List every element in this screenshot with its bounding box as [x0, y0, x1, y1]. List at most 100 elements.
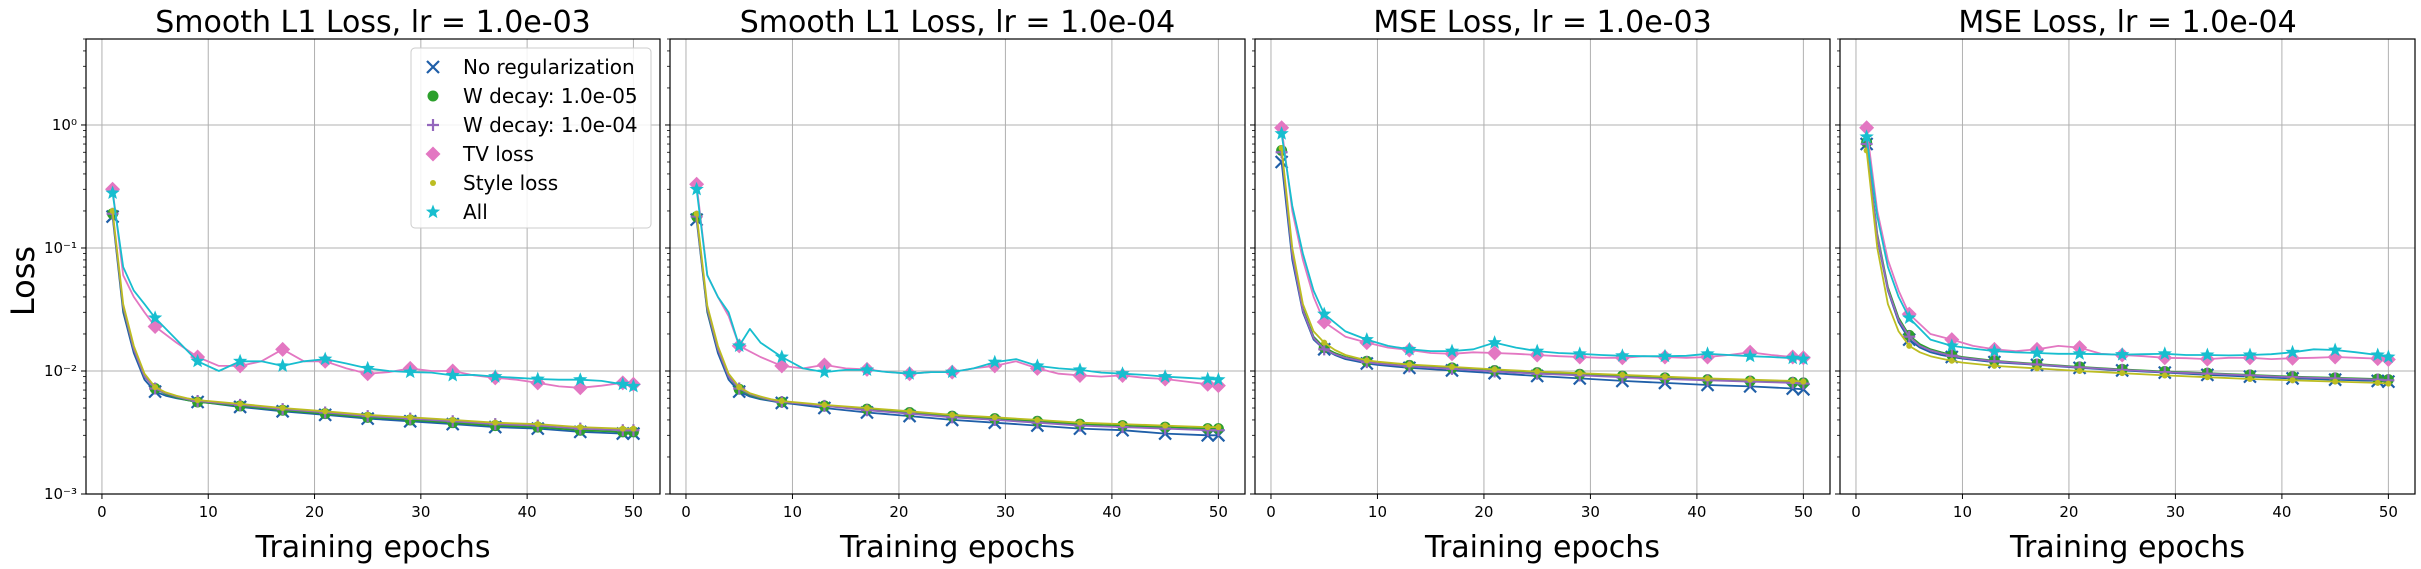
data-point [1072, 362, 1088, 376]
chart-title: Smooth L1 Loss, lr = 1.0e-03 [155, 5, 591, 40]
tick-label-x: 0 [1266, 503, 1276, 521]
data-point [1076, 419, 1083, 426]
data-point [1619, 371, 1626, 378]
series-circle [1861, 137, 2394, 386]
data-point [1119, 421, 1126, 428]
series-x [105, 209, 641, 441]
data-point [1948, 357, 1955, 364]
data-point [1944, 338, 1959, 352]
data-point [148, 310, 163, 324]
y-axis-label: Loss [4, 246, 42, 316]
data-point [1700, 346, 1715, 360]
data-point [492, 419, 499, 426]
legend-item: W decay: 1.0e-05 [427, 84, 638, 108]
legend-marker [425, 146, 441, 162]
data-point [1859, 120, 1875, 136]
chart-title: MSE Loss, lr = 1.0e-03 [1373, 5, 1711, 40]
data-point [774, 349, 789, 363]
data-point [1274, 126, 1289, 140]
series-line [111, 210, 634, 430]
data-point [2285, 350, 2301, 366]
data-point [1200, 376, 1216, 392]
data-point [906, 408, 913, 415]
data-point [1402, 341, 1417, 356]
data-point [2033, 365, 2040, 372]
data-point [403, 364, 418, 379]
data-point [693, 210, 700, 217]
axes-frame [669, 38, 1246, 495]
data-point [1743, 348, 1758, 363]
data-point [987, 354, 1002, 369]
tick-label-x: 40 [518, 503, 537, 521]
data-point [233, 353, 248, 368]
series-diamond [689, 176, 1226, 394]
data-point [1363, 357, 1370, 364]
series-line [1865, 143, 2389, 382]
data-point [626, 378, 641, 393]
tick-label-x: 10 [783, 503, 802, 521]
chart-panel-4: 0 10 20 30 40 50 MSE Loss, lr = 1.0e-04 Trainin… [1835, 5, 2416, 565]
chart-title: MSE Loss, lr = 1.0e-04 [1958, 5, 2296, 40]
legend-item: All [425, 200, 488, 224]
series-point [1863, 147, 2392, 387]
data-point [488, 369, 503, 383]
data-point [1747, 376, 1754, 383]
tick-label-x: 50 [2379, 503, 2398, 521]
series-star [1859, 129, 2396, 363]
data-point [360, 360, 375, 375]
data-point [1576, 370, 1583, 377]
data-point [1162, 422, 1169, 429]
data-point [1800, 378, 1807, 385]
series-diamond [1859, 120, 2396, 368]
data-point [279, 405, 286, 412]
data-point [1903, 330, 1916, 343]
legend-marker [427, 119, 439, 131]
tick-label-x: 0 [97, 503, 107, 521]
tick-label-x: 40 [1102, 503, 1121, 521]
data-point [1204, 424, 1211, 431]
tick-label-x: 40 [1687, 503, 1706, 521]
data-point [1859, 129, 1874, 143]
data-point [817, 364, 832, 379]
data-point [630, 425, 637, 432]
data-point [949, 411, 956, 418]
data-point [2161, 372, 2168, 379]
data-point [322, 408, 329, 415]
legend-label: W decay: 1.0e-05 [463, 84, 638, 108]
tick-label-x: 10 [1953, 503, 1972, 521]
data-point [105, 185, 120, 199]
data-point [2327, 349, 2343, 365]
tick-label-y: 10⁻¹ [44, 239, 77, 257]
data-point [364, 411, 371, 418]
data-point [360, 366, 376, 382]
series-plus [690, 210, 1225, 437]
data-point [778, 398, 785, 405]
data-point [1448, 363, 1455, 370]
series-line [695, 184, 1219, 387]
data-point [1661, 373, 1668, 380]
series-line [1280, 147, 1804, 383]
x-axis-label: Training epochs [255, 530, 491, 565]
data-point [1072, 367, 1088, 383]
data-point [2200, 347, 2215, 361]
chart-title: Smooth L1 Loss, lr = 1.0e-04 [740, 5, 1176, 40]
data-point [2332, 378, 2339, 385]
data-point [2115, 347, 2130, 361]
series-line [695, 189, 1219, 381]
data-point [275, 358, 290, 372]
axes-frame [1254, 38, 1831, 495]
series-line [1280, 127, 1804, 359]
tick-label-y: 10⁻³ [44, 485, 77, 503]
tick-label-x: 30 [411, 503, 430, 521]
tick-label-x: 50 [1209, 503, 1228, 521]
data-point [318, 351, 333, 366]
data-point [736, 384, 743, 391]
data-point [1158, 369, 1173, 383]
data-point [1530, 343, 1545, 358]
series-line [1865, 143, 2389, 383]
series-line [1865, 150, 2389, 385]
series-point [1278, 144, 1807, 385]
series-plus [106, 207, 640, 437]
tick-label-x: 10 [1368, 503, 1387, 521]
